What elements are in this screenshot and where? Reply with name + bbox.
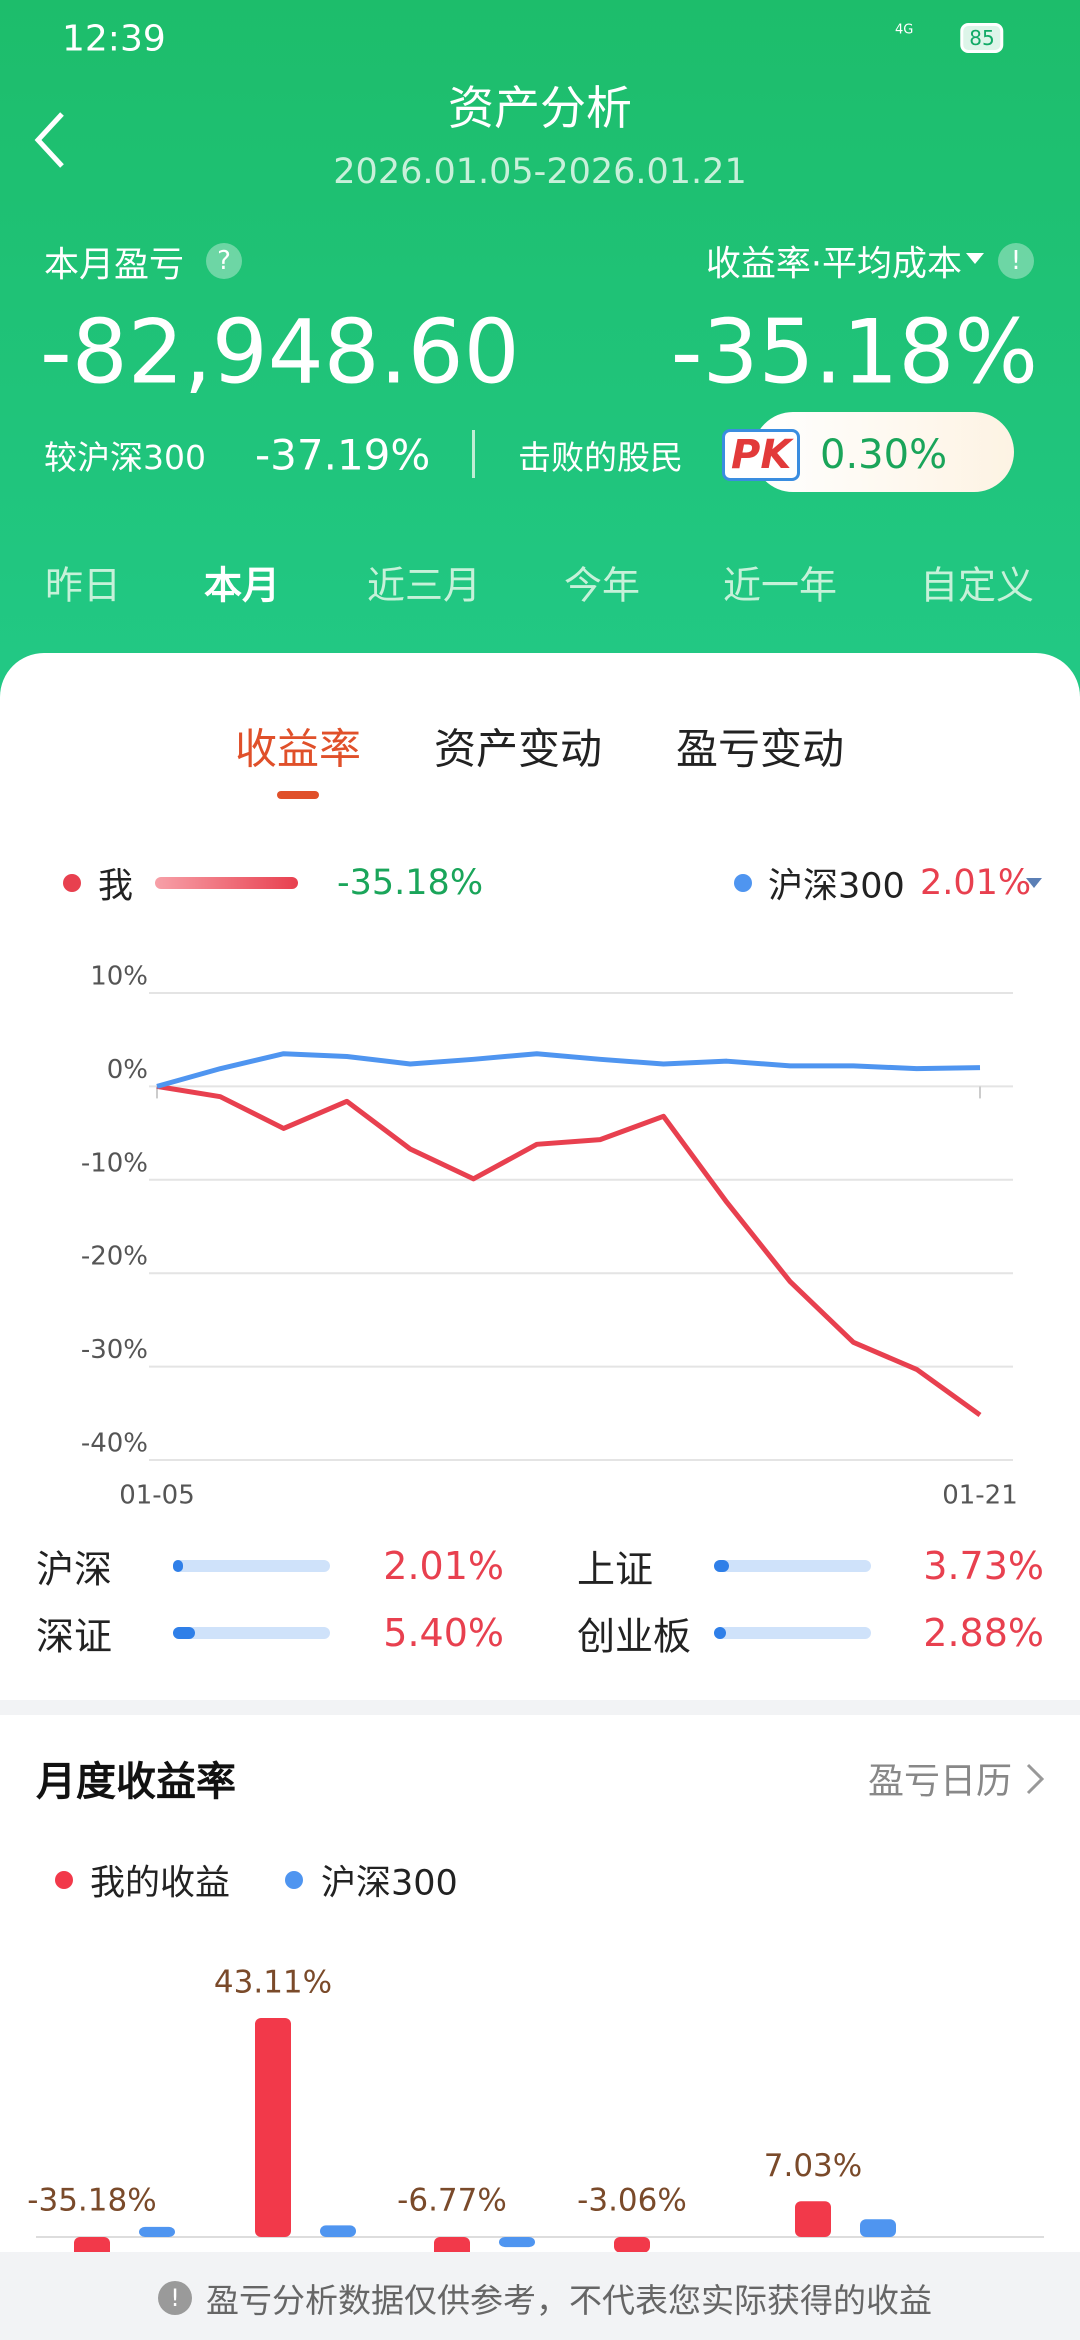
index-track: [173, 1560, 330, 1572]
index-fill: [714, 1627, 726, 1639]
status-time: 12:39: [62, 18, 166, 60]
x-tick-label: 01-05: [119, 1481, 195, 1511]
index-track: [714, 1627, 871, 1639]
bar: [139, 2226, 175, 2237]
compare-label: 较沪深300: [44, 438, 206, 477]
chart-tab[interactable]: 资产变动: [433, 724, 603, 774]
legend-label: 我的收益: [90, 1863, 231, 1904]
page-title: 资产分析: [448, 81, 632, 135]
back-button[interactable]: [30, 110, 70, 170]
legend-dot: [734, 874, 752, 892]
separator: [0, 1700, 1080, 1715]
legend-dot: [63, 874, 81, 892]
index-track: [173, 1627, 330, 1639]
line-series: [156, 1051, 981, 1089]
bar: [255, 2018, 291, 2237]
bar-label: 43.11%: [214, 1965, 332, 2001]
y-tick-label: 0%: [107, 1055, 148, 1085]
period-tab[interactable]: 近三月: [366, 563, 482, 608]
index-fill: [173, 1560, 183, 1572]
help-icon[interactable]: ?: [206, 243, 242, 279]
line-chart: 10% 0% -10% -20% -30% -40% 01-05 01-21: [81, 962, 1018, 1511]
index-fill: [714, 1560, 730, 1572]
index-name: 沪深: [36, 1547, 113, 1592]
period-tab[interactable]: 自定义: [919, 563, 1035, 608]
info-icon[interactable]: !: [998, 243, 1034, 279]
chart-tab[interactable]: 收益率: [234, 724, 362, 774]
pk-badge: PK: [722, 429, 801, 481]
chart-card: [0, 653, 1080, 1700]
legend-value: -35.18%: [337, 863, 484, 903]
index-name: 上证: [577, 1547, 654, 1592]
bar: [795, 2201, 831, 2237]
divider: [472, 430, 475, 478]
legend-dot: [285, 1871, 303, 1889]
legend-label: 沪深300: [768, 866, 905, 907]
legend-dot: [55, 1871, 73, 1889]
index-name: 创业板: [577, 1614, 692, 1659]
line-series: [156, 1083, 982, 1418]
dropdown-arrow: [1026, 878, 1042, 888]
chevron: [1026, 1763, 1045, 1795]
calendar-link[interactable]: 盈亏日历: [867, 1761, 1012, 1802]
legend-label: 沪深300: [321, 1863, 458, 1904]
index-value: 2.01%: [383, 1544, 504, 1588]
y-tick-label: -30%: [81, 1335, 148, 1365]
header-bg: [0, 0, 1080, 720]
compare-value: -37.19%: [255, 430, 431, 480]
beat-label: 击败的股民: [518, 438, 683, 477]
date-range: 2026.01.05-2026.01.21: [333, 152, 747, 192]
pnl-label: 本月盈亏: [44, 245, 185, 286]
bar-label: -35.18%: [27, 2183, 156, 2219]
status-network: 4G: [895, 22, 914, 38]
rate-label[interactable]: 收益率·平均成本: [705, 244, 962, 285]
index-value: 2.88%: [923, 1611, 1044, 1655]
section-title: 月度收益率: [36, 1759, 236, 1805]
battery: 85: [960, 23, 1004, 53]
bar-label: -3.06%: [577, 2183, 687, 2219]
index-name: 深证: [36, 1614, 113, 1659]
y-tick-label: -40%: [81, 1429, 148, 1459]
period-tab[interactable]: 昨日: [44, 563, 122, 608]
x-tick-label: 01-21: [942, 1481, 1018, 1511]
pnl-value: -82,948.60: [40, 300, 520, 404]
y-tick-label: 10%: [90, 962, 148, 992]
dropdown-arrow: [966, 253, 984, 264]
legend-label: 我: [98, 866, 134, 907]
y-tick-label: -10%: [81, 1148, 148, 1178]
footer-notice: 盈亏分析数据仅供参考，不代表您实际获得的收益: [206, 2281, 932, 2320]
bar: [499, 2237, 535, 2248]
bar: [614, 2237, 650, 2252]
bar-label: -6.77%: [397, 2183, 507, 2219]
bar: [74, 2237, 110, 2252]
bar: [434, 2237, 470, 2252]
y-tick-label: -20%: [81, 1242, 148, 1272]
index-fill: [173, 1627, 196, 1639]
rate-value: -35.18%: [670, 300, 1038, 404]
legend-gradient: [155, 877, 298, 889]
bar-label: 7.03%: [764, 2148, 862, 2184]
bar: [860, 2219, 896, 2237]
tab-underline: [277, 791, 319, 799]
period-tab[interactable]: 近一年: [722, 563, 838, 608]
bar-chart: -35.18% 43.11% -6.77% -3.06% 7.03%: [27, 1965, 1044, 2252]
period-tab[interactable]: 本月: [203, 563, 281, 608]
index-value: 5.40%: [383, 1611, 504, 1655]
bar: [320, 2225, 356, 2237]
legend-value[interactable]: 2.01%: [920, 863, 1032, 903]
beat-value: 0.30%: [820, 432, 948, 478]
chart-tab[interactable]: 盈亏变动: [675, 724, 845, 774]
notice-icon: !: [158, 2281, 192, 2315]
index-track: [714, 1560, 871, 1572]
period-tab[interactable]: 今年: [563, 563, 641, 608]
index-value: 3.73%: [923, 1544, 1044, 1588]
